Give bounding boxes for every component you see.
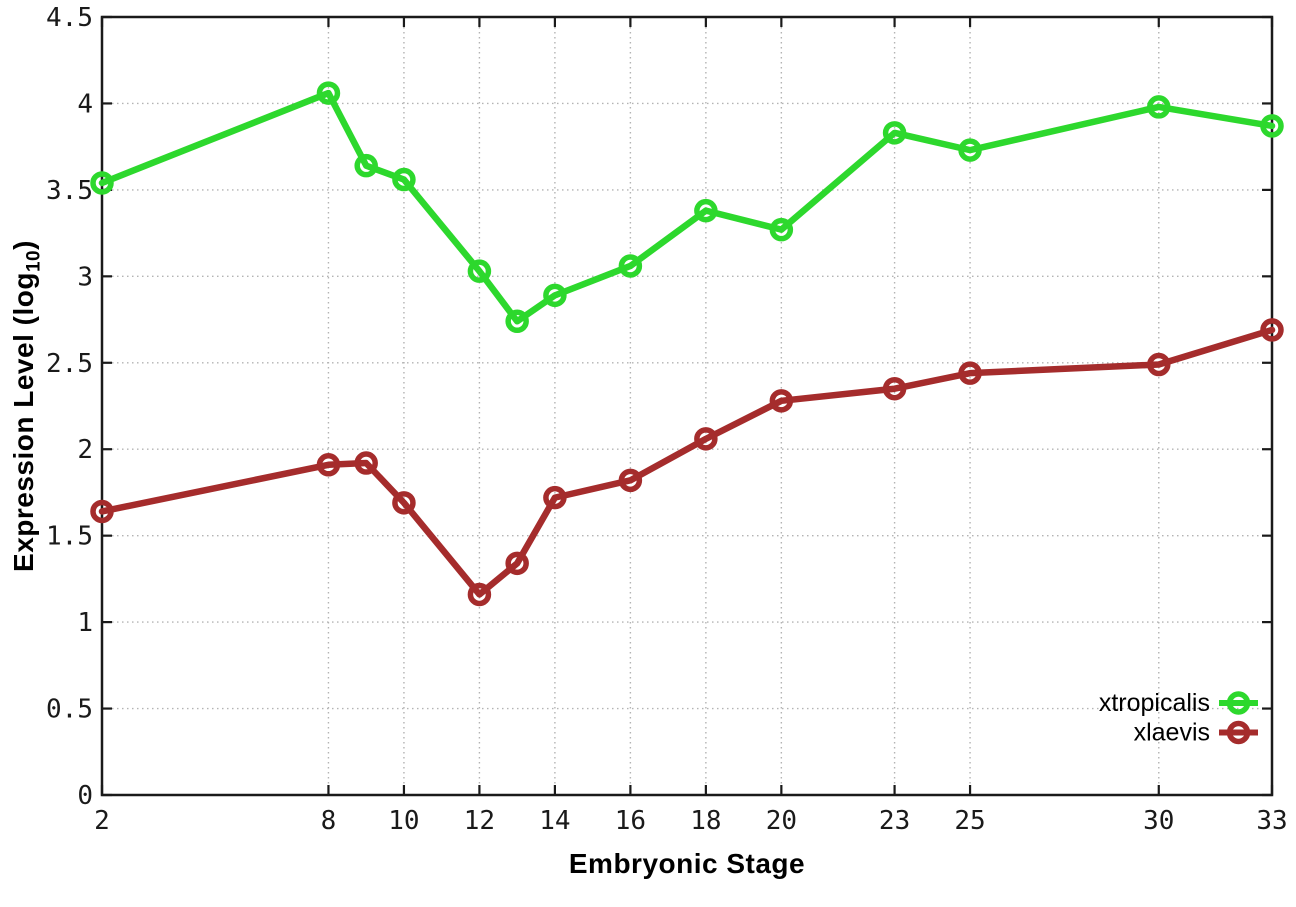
data-point — [505, 309, 529, 334]
legend-marker — [1226, 720, 1251, 745]
y-axis-title-subscript: 10 — [23, 249, 45, 273]
series-xlaevis — [90, 318, 1284, 607]
x-tick-label: 30 — [1143, 806, 1174, 836]
y-axis-title: Expression Level (log10) — [8, 156, 48, 656]
data-point — [694, 427, 718, 451]
data-point — [618, 254, 643, 278]
data-point — [316, 81, 341, 105]
data-point — [958, 138, 982, 162]
data-point — [392, 167, 416, 192]
legend-label: xtropicalis — [1099, 689, 1210, 717]
x-tick-label: 20 — [766, 806, 797, 836]
y-tick-label: 2.5 — [46, 349, 93, 379]
y-tick-label: 1.5 — [46, 522, 93, 552]
y-tick-label: 0 — [77, 781, 93, 811]
y-tick-label: 3 — [77, 262, 93, 292]
y-tick-label: 1 — [77, 608, 93, 638]
x-tick-label: 16 — [615, 806, 646, 836]
x-tick-label: 8 — [321, 806, 337, 836]
data-point — [1147, 352, 1171, 377]
series-xtropicalis — [90, 81, 1284, 334]
legend-entry-xlaevis: xlaevis — [1134, 719, 1258, 747]
data-point — [1260, 318, 1284, 342]
data-point — [769, 217, 794, 242]
data-point — [90, 499, 114, 524]
x-tick-label: 12 — [464, 806, 495, 836]
data-point — [354, 153, 378, 178]
data-point — [618, 468, 643, 493]
data-point — [958, 361, 982, 385]
data-point — [316, 453, 341, 477]
x-axis-title: Embryonic Stage — [568, 848, 806, 879]
x-tick-label: 25 — [954, 806, 985, 836]
data-point — [1260, 114, 1284, 138]
y-axis-title-text: Expression Level (log — [8, 272, 39, 572]
x-tick-label: 33 — [1256, 806, 1287, 836]
data-point — [467, 582, 492, 607]
data-point — [467, 259, 492, 283]
series-line-xtropicalis — [98, 89, 1276, 325]
legend-label: xlaevis — [1134, 719, 1210, 747]
plot-border — [100, 15, 1274, 797]
y-tick-label: 2 — [77, 435, 93, 465]
data-point — [1147, 95, 1171, 119]
legend-marker — [1226, 691, 1251, 715]
data-point — [694, 198, 718, 223]
series-line-xlaevis — [98, 326, 1276, 598]
x-tick-label: 10 — [388, 806, 419, 836]
y-tick-label: 3.5 — [46, 176, 93, 206]
data-point — [543, 283, 567, 308]
legend-entry-xtropicalis: xtropicalis — [1099, 689, 1258, 717]
data-point — [354, 451, 378, 475]
y-tick-label: 0.5 — [46, 695, 93, 725]
data-point — [90, 171, 114, 195]
x-tick-label: 14 — [539, 806, 570, 836]
y-axis-title-close: ) — [8, 240, 39, 250]
gridlines — [101, 16, 1273, 796]
data-point — [769, 389, 794, 413]
y-tick-label: 4.5 — [46, 3, 93, 33]
y-tick-label: 4 — [77, 89, 93, 119]
x-tick-label: 2 — [94, 806, 110, 836]
data-point — [543, 485, 567, 510]
tick-labels: 2 8 10 12 14 16 18 20 23 25 30 33 0 0.5 1 1.5 2 2.5 3 3.5 4 4… — [46, 3, 1288, 836]
x-tick-label: 23 — [879, 806, 910, 836]
data-point — [505, 551, 529, 576]
data-point — [392, 491, 416, 515]
x-tick-label: 18 — [690, 806, 721, 836]
data-point — [882, 121, 907, 145]
data-point — [882, 376, 907, 401]
axis-ticks — [100, 15, 1274, 797]
